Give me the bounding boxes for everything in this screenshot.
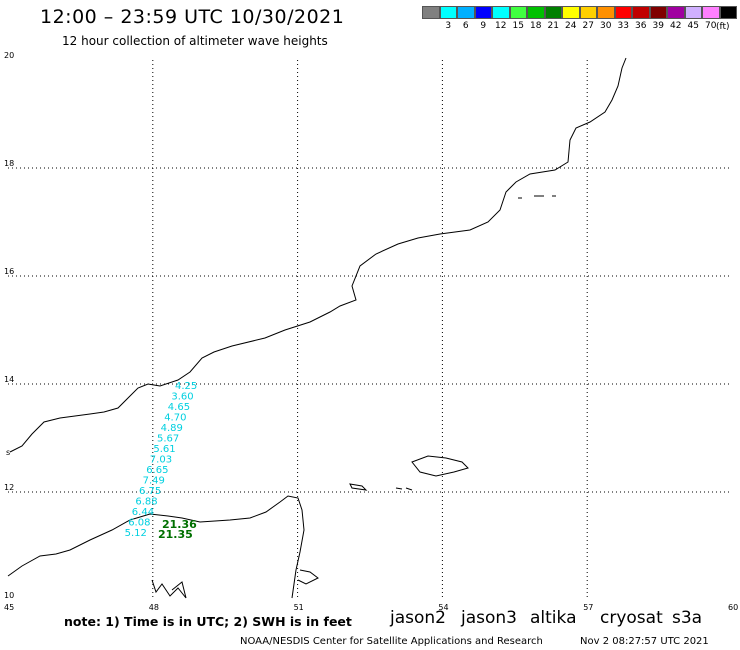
side-label: s: [6, 448, 10, 457]
scale-label: 45: [687, 21, 699, 31]
scale-swatch: [422, 6, 440, 19]
swh-label: 4.70: [164, 413, 186, 424]
coastline: [7, 57, 627, 599]
scale-swatch: [614, 6, 632, 19]
axis-labels: 45 48 51 54 57 60 20 18 16 14 12 10: [4, 51, 738, 612]
lon-tick-label: 45: [4, 603, 14, 612]
swh-label: 6.08: [128, 518, 150, 529]
swh-label: 5.67: [157, 434, 179, 445]
lat-tick-label: 12: [4, 483, 14, 492]
swh-label: 6.44: [132, 507, 154, 518]
swh-label: 6.75: [139, 486, 161, 497]
lon-tick-label: 51: [294, 603, 304, 612]
swh-label-jason3: 21.36: [162, 518, 197, 531]
lat-tick-label: 16: [4, 267, 14, 276]
scale-swatch: [719, 6, 737, 19]
color-scale: 3 6 9 12 15 18 21 24 27 30 33 36 39 42 45 70: [422, 6, 737, 31]
scale-label: 36: [635, 21, 647, 31]
scale-labels: 3 6 9 12 15 18 21 24 27 30 33 36 39 42 45 70: [422, 21, 737, 31]
lon-tick-label: 54: [438, 603, 448, 612]
swh-label-jason3: 21.35: [158, 528, 193, 541]
scale-unit: (ft): [716, 22, 730, 32]
scale-swatch: [492, 6, 510, 19]
swh-label: 6.88: [135, 497, 157, 508]
lon-tick-label: 60: [728, 603, 738, 612]
islet-3: [405, 487, 413, 491]
scale-swatch: [457, 6, 475, 19]
map-subtitle: 12 hour collection of altimeter wave hei…: [62, 34, 328, 48]
scale-label: 3: [445, 21, 452, 31]
swh-label: 4.65: [168, 402, 190, 413]
swh-label: 7.03: [150, 455, 172, 466]
scale-swatch: [667, 6, 685, 19]
somalia-tip: [297, 569, 319, 585]
scale-swatch: [632, 6, 650, 19]
cyan-wave-labels: 4.253.604.654.704.895.675.617.036.657.49…: [125, 381, 198, 539]
lon-tick-label: 57: [583, 603, 593, 612]
sat-cryosat: cryosat: [600, 608, 663, 628]
scale-label: 18: [530, 21, 542, 31]
sat-altika: altika: [530, 608, 577, 628]
lon-tick-label: 48: [149, 603, 159, 612]
kuria-islands: [518, 195, 556, 199]
lat-tick-label: 18: [4, 159, 14, 168]
scale-label: 70: [705, 21, 717, 31]
swh-label: 3.60: [171, 392, 193, 403]
swh-label: 6.65: [146, 465, 168, 476]
swh-label: 5.12: [125, 528, 147, 539]
scale-label: 30: [600, 21, 612, 31]
swh-label: 4.89: [161, 423, 183, 434]
legend-note: note: 1) Time is in UTC; 2) SWH is in fe…: [64, 614, 352, 629]
djibouti-coast: [151, 579, 187, 599]
scale-label: 42: [670, 21, 682, 31]
footer-credit: NOAA/NESDIS Center for Satellite Applica…: [240, 636, 543, 647]
scale-label: 15: [512, 21, 524, 31]
lat-tick-label: 10: [4, 591, 14, 600]
sat-jason3: jason3: [461, 608, 517, 628]
islet-1: [349, 483, 368, 491]
arabia-coastline: [9, 57, 627, 453]
scale-label: 9: [480, 21, 487, 31]
scale-swatch: [527, 6, 545, 19]
lat-tick-label: 20: [4, 51, 14, 60]
scale-swatch: [439, 6, 457, 19]
scale-swatch: [579, 6, 597, 19]
scale-swatch: [544, 6, 562, 19]
scale-swatch: [562, 6, 580, 19]
lat-tick-label: 14: [4, 375, 14, 384]
scale-label: 6: [462, 21, 469, 31]
islet-2: [395, 487, 403, 490]
scale-swatch: [597, 6, 615, 19]
swh-label: 4.25: [175, 381, 197, 392]
swh-label: 5.61: [153, 444, 175, 455]
scale-swatch: [684, 6, 702, 19]
swh-label: 7.49: [143, 476, 165, 487]
scale-label: 12: [495, 21, 507, 31]
scale-swatch: [509, 6, 527, 19]
scale-label: 21: [547, 21, 559, 31]
scale-label: 33: [617, 21, 629, 31]
footer-timestamp: Nov 2 08:27:57 UTC 2021: [580, 636, 709, 647]
scale-label: 27: [582, 21, 594, 31]
sat-s3a: s3a: [672, 608, 703, 628]
scale-swatch: [474, 6, 492, 19]
scale-label: 39: [652, 21, 664, 31]
scale-swatch: [649, 6, 667, 19]
color-swatches: [422, 6, 737, 19]
scale-label: 24: [565, 21, 577, 31]
scale-swatch: [702, 6, 720, 19]
map-title: 12:00 – 23:59 UTC 10/30/2021: [40, 6, 345, 28]
map-grid: [8, 60, 732, 600]
sat-jason2: jason2: [390, 608, 446, 628]
somalia-coastline: [7, 495, 305, 599]
socotra-island: [411, 455, 469, 477]
